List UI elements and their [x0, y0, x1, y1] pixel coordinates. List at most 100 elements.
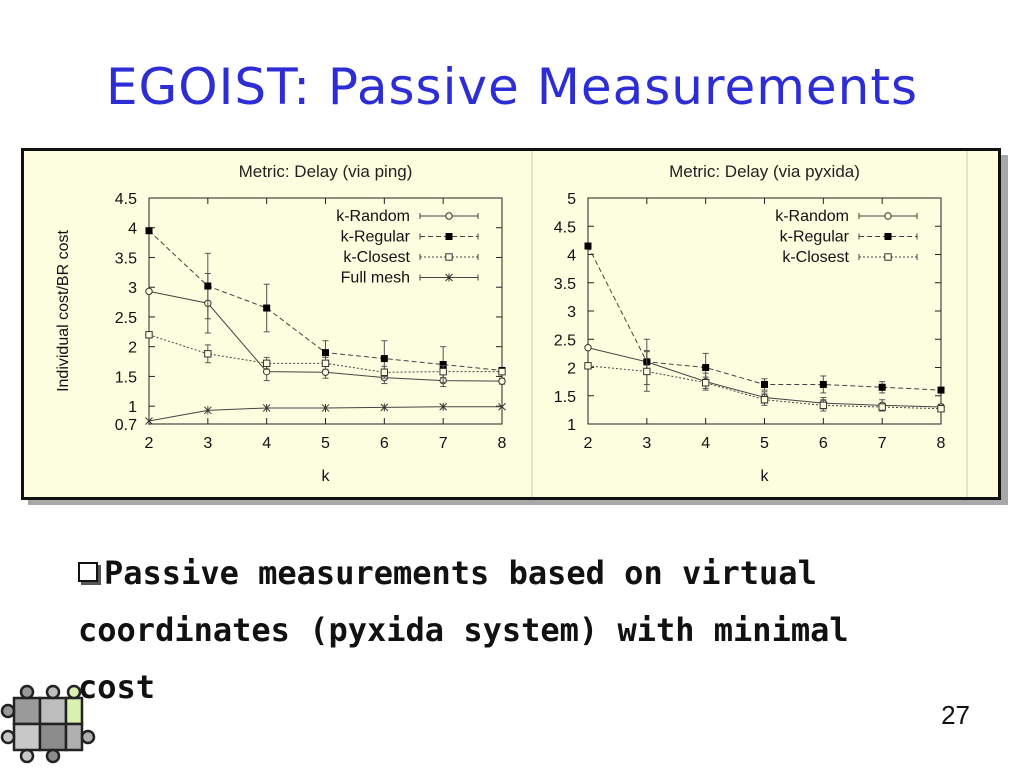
data-point	[145, 287, 153, 296]
series-full-mesh	[145, 402, 506, 426]
figure-frame: Metric: Delay (via ping) 2 3 4 5 6 7 8 0.7 1 1.5 2 2…	[21, 148, 1001, 500]
data-point	[498, 367, 506, 376]
data-point	[584, 242, 592, 250]
y-tick-label: 2	[567, 361, 576, 378]
x-axis-label: k	[322, 468, 331, 485]
data-point	[439, 402, 448, 411]
data-point	[819, 401, 828, 410]
data-point	[203, 406, 212, 415]
y-tick-label: 4	[567, 248, 576, 265]
series-k-regular	[145, 227, 506, 383]
data-point	[439, 367, 447, 376]
legend-label: k-Regular	[341, 229, 411, 246]
x-axis-label: k	[761, 468, 770, 485]
series-k-regular	[584, 242, 945, 394]
data-point	[321, 403, 330, 412]
y-tick-label: 4.5	[554, 219, 576, 236]
data-point	[145, 417, 153, 426]
y-tick-label: 3.5	[554, 276, 576, 293]
legend-label: k-Regular	[780, 229, 850, 246]
x-tick-label: 5	[321, 435, 330, 452]
data-point	[937, 405, 945, 413]
bullet-checkbox-icon	[78, 562, 98, 582]
data-point	[262, 359, 271, 368]
legend-marker	[445, 273, 453, 282]
y-axis-label: Individual cost/BR cost	[55, 230, 72, 392]
bullet-item: Passive measurements based on virtual co…	[78, 545, 938, 716]
y-tick-label: 2	[128, 340, 137, 357]
x-tick-label: 7	[439, 435, 448, 452]
data-point	[322, 349, 329, 357]
x-tick-label: 6	[380, 435, 389, 452]
x-tick-label: 2	[145, 435, 154, 452]
data-point	[878, 383, 886, 391]
data-point	[761, 380, 768, 388]
data-point	[204, 282, 212, 290]
x-tick-label: 8	[937, 435, 946, 452]
chart-pyxida: Metric: Delay (via pyxida) 2 3 4 5 6 7 8 1 1.5 2 2.…	[554, 162, 946, 485]
data-point	[439, 361, 447, 369]
data-point	[262, 403, 271, 412]
legend-marker	[884, 212, 892, 220]
plot-area	[148, 197, 503, 425]
data-point	[321, 359, 330, 368]
data-point	[760, 396, 769, 404]
legend-label: k-Random	[775, 208, 849, 225]
page-number: 27	[941, 700, 970, 730]
data-point	[321, 368, 330, 376]
series-line	[587, 245, 942, 391]
legend-marker	[445, 233, 453, 240]
y-tick-label: 2.5	[115, 310, 137, 327]
data-point	[498, 377, 506, 385]
y-tick-label: 1	[128, 399, 137, 416]
data-point	[702, 364, 710, 371]
x-tick-label: 8	[498, 435, 507, 452]
legend-label: Full mesh	[341, 270, 410, 287]
y-tick-label: 0.7	[115, 417, 137, 434]
data-point	[498, 402, 506, 411]
x-tick-label: 7	[878, 435, 887, 452]
data-point	[701, 379, 710, 387]
data-point	[878, 403, 886, 411]
charts-svg: Metric: Delay (via ping)2 3 4 5 6 7 80.711.522…	[55, 151, 968, 497]
y-tick-label: 3	[128, 280, 137, 297]
x-tick-label: 6	[819, 435, 828, 452]
data-point	[145, 331, 153, 339]
y-tick-label: 3.5	[115, 250, 137, 267]
x-tick-label: 2	[584, 435, 593, 452]
puzzle-logo-icon	[0, 684, 96, 764]
data-point	[380, 355, 388, 363]
data-point	[263, 304, 271, 312]
x-tick-label: 4	[701, 435, 710, 452]
x-tick-label: 3	[203, 435, 212, 452]
legend-label: k-Closest	[782, 249, 849, 266]
data-point	[819, 380, 827, 388]
legend-marker	[445, 253, 453, 261]
slide-title: EGOIST: Passive Measurements	[105, 58, 919, 116]
legend-marker	[884, 233, 892, 240]
y-tick-label: 1.5	[554, 389, 576, 406]
bullet-text: Passive measurements based on virtual co…	[78, 554, 849, 706]
y-tick-label: 4	[128, 221, 137, 238]
chart-title: Metric: Delay (via ping)	[239, 162, 413, 181]
data-point	[643, 367, 651, 376]
chart-ping: Metric: Delay (via ping) 2 3 4 5 6 7 8 0.71 1.5 2 2…	[55, 162, 507, 485]
y-tick-label: 1.5	[115, 369, 137, 386]
x-tick-label: 5	[760, 435, 769, 452]
chart-title: Metric: Delay (via pyxida)	[669, 162, 860, 181]
data-point	[584, 362, 592, 370]
y-tick-label: 3	[567, 304, 576, 321]
data-point	[937, 386, 945, 394]
y-tick-label: 5	[567, 191, 576, 208]
data-point	[204, 350, 212, 358]
series-k-closest	[584, 351, 945, 413]
x-tick-label: 4	[262, 435, 271, 452]
y-tick-label: 4.5	[115, 191, 137, 208]
legend-marker	[445, 212, 453, 220]
series-k-closest	[145, 331, 506, 379]
data-point	[584, 344, 592, 352]
x-tick-label: 3	[642, 435, 651, 452]
y-tick-label: 1	[567, 417, 576, 434]
y-tick-label: 2.5	[554, 332, 576, 349]
legend-label: k-Closest	[343, 249, 410, 266]
